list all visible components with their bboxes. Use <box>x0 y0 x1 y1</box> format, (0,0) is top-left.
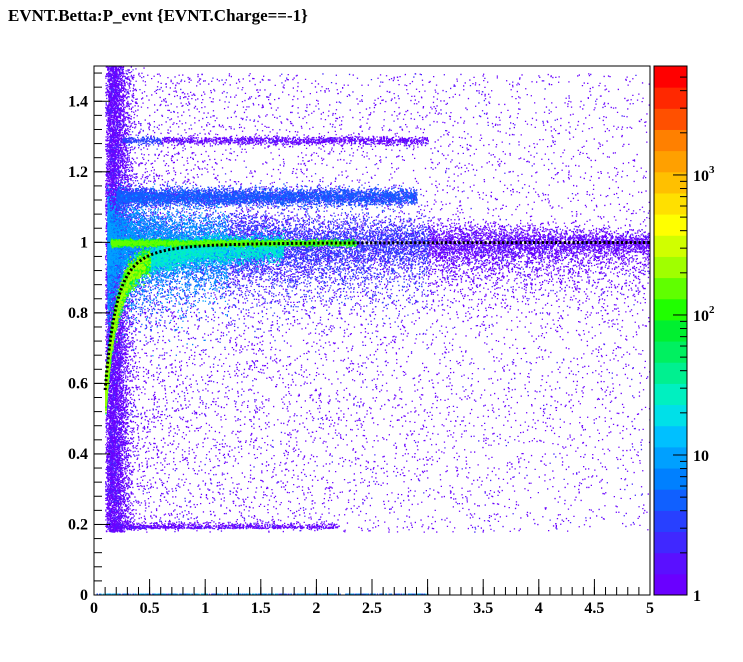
density-points-level-3 <box>96 134 429 595</box>
colorbar-label: 103 <box>693 164 715 185</box>
y-tick-label: 1 <box>80 234 88 251</box>
density-points-level-15 <box>105 252 152 414</box>
colorbar-swatch <box>654 362 687 384</box>
colorbar-swatch <box>654 298 687 321</box>
colorbar-frame <box>653 65 688 596</box>
colorbar-swatch <box>654 66 687 88</box>
y-tick-label: 0.4 <box>68 446 88 463</box>
colorbar: 1 10 102 103 <box>653 65 715 605</box>
colorbar-swatch <box>654 383 687 406</box>
colorbar-swatch <box>654 214 687 236</box>
x-tick-label: 3.5 <box>473 600 493 617</box>
colorbar-swatch <box>654 319 687 342</box>
x-tick-label: 3 <box>424 600 432 617</box>
colorbar-swatch <box>654 256 687 279</box>
colorbar-swatch <box>654 468 687 490</box>
colorbar-swatch <box>654 150 687 173</box>
colorbar-label: 102 <box>693 304 715 325</box>
axes: 0 0.5 1 1.5 2 2.5 3 3.5 4 4.5 5 0 0.2 0.4 0.6 0.8 1 1.2 1.… <box>68 72 654 617</box>
colorbar-swatch <box>654 425 687 448</box>
colorbar-swatch <box>654 446 687 469</box>
colorbar-swatch <box>654 404 687 427</box>
colorbar-swatch <box>654 87 687 109</box>
x-tick-label: 5 <box>646 600 654 617</box>
colorbar-swatch <box>654 192 687 215</box>
colorbar-swatch <box>654 277 687 300</box>
colorbar-swatch <box>654 108 687 130</box>
colorbar-swatch <box>654 489 687 511</box>
chart-title: EVNT.Betta:P_evnt {EVNT.Charge==-1} <box>8 6 308 25</box>
colorbar-swatch <box>654 573 687 596</box>
x-tick-label: 1 <box>201 600 209 617</box>
x-tick-label: 4.5 <box>584 600 604 617</box>
beta-curve <box>103 240 650 391</box>
colorbar-swatch <box>654 552 687 575</box>
y-tick-label: 1.2 <box>68 164 88 181</box>
density-points-level-6 <box>99 181 418 595</box>
y-tick-label: 0.6 <box>68 375 88 392</box>
x-tick-label: 1.5 <box>251 600 271 617</box>
density-points <box>96 66 650 595</box>
density-points-level-5 <box>107 183 422 595</box>
colorbar-swatch <box>654 129 687 152</box>
colorbar-label: 10 <box>693 448 709 465</box>
x-tick-label: 0 <box>90 600 98 617</box>
y-tick-label: 0 <box>80 587 88 604</box>
colorbar-swatch <box>654 235 687 257</box>
y-tick-label: 0.8 <box>68 305 88 322</box>
colorbar-swatch <box>654 510 687 533</box>
x-tick-label: 2.5 <box>362 600 382 617</box>
colorbar-label: 1 <box>693 588 701 605</box>
colorbar-swatch <box>654 341 687 363</box>
plot-background <box>94 66 650 595</box>
colorbar-swatch <box>654 171 687 194</box>
colorbar-swatch <box>654 531 687 554</box>
beta-curve-line <box>103 240 650 391</box>
x-tick-label: 4 <box>535 600 543 617</box>
y-tick-label: 1.4 <box>68 93 88 110</box>
y-tick-label: 0.2 <box>68 516 88 533</box>
x-tick-label: 2 <box>312 600 320 617</box>
x-tick-label: 0.5 <box>140 600 160 617</box>
